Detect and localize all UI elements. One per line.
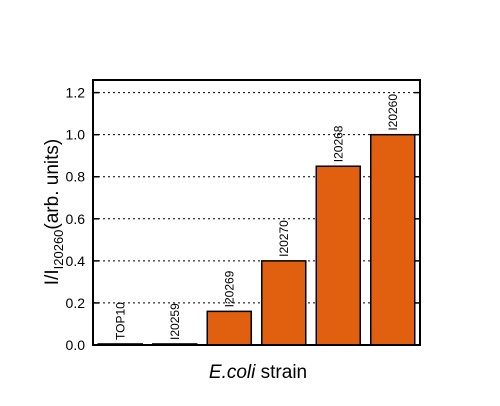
bar (261, 260, 307, 346)
bar-category-label: I20260 (386, 94, 400, 131)
bar-category-label: I20259 (168, 303, 182, 340)
y-tick-label: 0.4 (66, 253, 86, 269)
x-axis-title: E.coli strain (209, 362, 307, 383)
bar-category-label: I20270 (277, 220, 291, 257)
y-tick-label: 0.0 (66, 337, 86, 353)
y-tick-label: 0.6 (66, 211, 86, 227)
bar-category-label: I20268 (331, 125, 345, 162)
y-axis-title-main: I/I (42, 269, 63, 285)
y-tick-label: 1.0 (66, 127, 86, 143)
bar-category-label: TOP10 (113, 302, 127, 340)
y-tick-label: 0.2 (66, 295, 86, 311)
x-axis-title-rest: strain (261, 362, 307, 383)
y-axis-title-sub: I20260 (51, 230, 66, 270)
bar (370, 133, 416, 346)
y-tick-label: 0.8 (66, 169, 86, 185)
y-axis-title: I/II20260(arb. units) (42, 139, 66, 285)
x-axis-title-italic: E.coli (209, 362, 256, 383)
y-tick-label: 1.2 (66, 85, 86, 101)
y-axis-title-unit: (arb. units) (42, 139, 63, 230)
bar (315, 165, 361, 346)
bar (206, 310, 252, 346)
plot-frame (92, 79, 421, 346)
bar-category-label: I20269 (222, 270, 236, 307)
